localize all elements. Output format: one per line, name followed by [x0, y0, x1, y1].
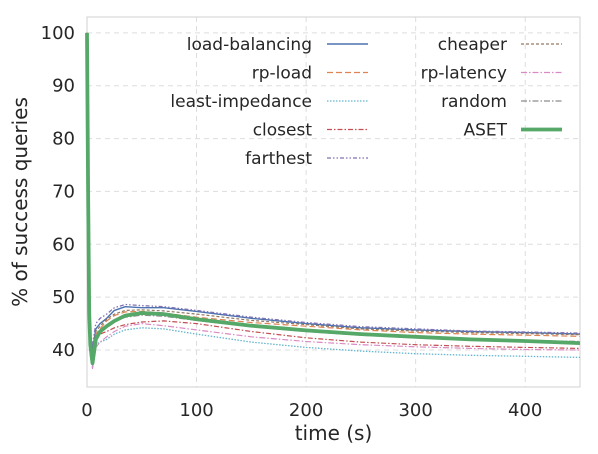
- y-axis-title: % of success queries: [8, 97, 32, 307]
- y-tick-label: 80: [52, 129, 75, 150]
- x-tick-label: 300: [398, 400, 432, 421]
- x-tick-label: 100: [179, 400, 213, 421]
- legend-label: random: [441, 92, 507, 112]
- series-line-farthest: [86, 32, 581, 346]
- x-axis-title: time (s): [295, 421, 373, 445]
- series-line-cheaper: [86, 32, 581, 354]
- legend-label: load-balancing: [187, 35, 312, 55]
- legend-label: farthest: [245, 149, 312, 169]
- series-line-rp-load: [86, 32, 581, 356]
- legend-label: least-impedance: [170, 92, 312, 112]
- grid-lines: [86, 17, 580, 387]
- x-tick-labels: 0 100 200 300 400: [81, 400, 542, 421]
- legend-label: rp-load: [252, 64, 312, 84]
- legend-label: cheaper: [438, 35, 507, 55]
- y-tick-label: 40: [52, 340, 75, 361]
- x-tick-label: 0: [81, 400, 92, 421]
- y-tick-label: 70: [52, 181, 75, 202]
- legend-label: rp-latency: [421, 64, 507, 84]
- y-tick-label: 90: [52, 76, 75, 97]
- y-tick-label: 60: [52, 234, 75, 255]
- x-tick-label: 400: [508, 400, 542, 421]
- y-tick-label: 100: [41, 23, 75, 44]
- legend: load-balancing rp-load least-impedance clos…: [170, 35, 562, 169]
- y-tick-labels: 40 50 60 70 80 90 100: [41, 23, 75, 361]
- series-line-ASET: [85, 32, 581, 366]
- legend-label: closest: [253, 121, 313, 141]
- x-tick-label: 200: [289, 400, 323, 421]
- y-tick-label: 50: [52, 287, 75, 308]
- legend-label: ASET: [463, 121, 507, 141]
- series-layer: [85, 32, 581, 370]
